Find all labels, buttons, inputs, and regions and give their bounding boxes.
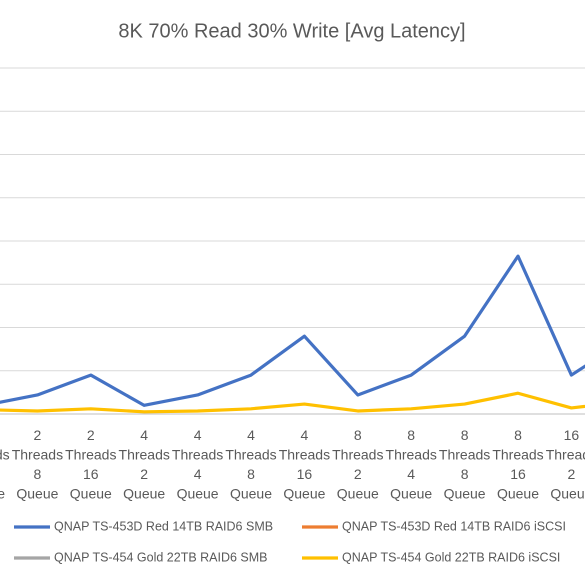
x-tick-label: 4 Threads 16 Queue [279, 427, 330, 502]
x-tick-label: 8 Threads 4 Queue [386, 427, 437, 502]
legend-label: QNAP TS-453D Red 14TB RAID6 iSCSI [342, 519, 566, 533]
x-tick-label: 16Threads2Queue [546, 427, 585, 502]
x-tick-label: 4 Threads 4 Queue [172, 427, 223, 502]
x-tick-label: 4 Threads 8 Queue [225, 427, 276, 502]
x-tick-label: 4 Threads 2 Queue [119, 427, 170, 502]
series-line [0, 391, 585, 414]
x-tick-label: 8 Threads 8 Queue [439, 427, 490, 502]
x-tick-label: 8 Threads 16 Queue [492, 427, 543, 502]
x-tick-label: 2 Threads 16 Queue [65, 427, 116, 502]
x-tick-label: 2 Threads 8 Queue [12, 427, 63, 502]
x-tick-label: 8 Threads 2 Queue [332, 427, 383, 502]
chart-title: 8K 70% Read 30% Write [Avg Latency] [118, 20, 465, 42]
x-tick-label: 2Threads4Queue [0, 427, 10, 502]
series-line [0, 254, 585, 407]
legend-label: QNAP TS-454 Gold 22TB RAID6 SMB [54, 550, 268, 564]
legend-label: QNAP TS-453D Red 14TB RAID6 SMB [54, 519, 273, 533]
legend-label: QNAP TS-454 Gold 22TB RAID6 iSCSI [342, 550, 560, 564]
